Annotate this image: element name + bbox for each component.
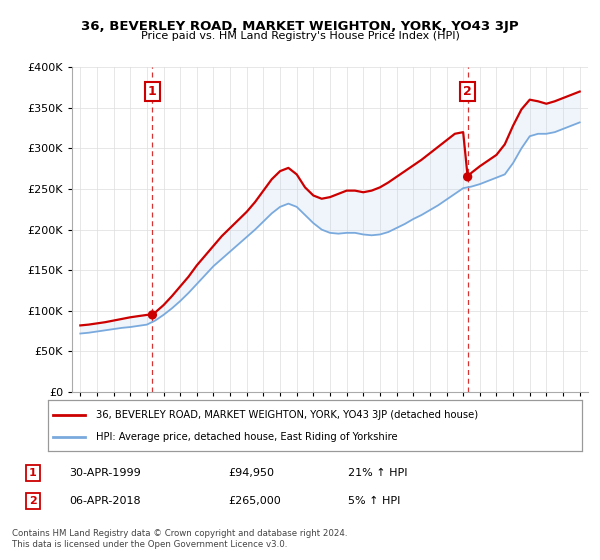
Text: 2: 2 bbox=[463, 85, 472, 98]
Text: Contains HM Land Registry data © Crown copyright and database right 2024.
This d: Contains HM Land Registry data © Crown c… bbox=[12, 529, 347, 549]
Point bbox=[148, 310, 157, 319]
Text: 1: 1 bbox=[29, 468, 37, 478]
Text: 21% ↑ HPI: 21% ↑ HPI bbox=[348, 468, 407, 478]
Text: 06-APR-2018: 06-APR-2018 bbox=[69, 496, 140, 506]
Text: 1: 1 bbox=[148, 85, 157, 98]
Text: £265,000: £265,000 bbox=[228, 496, 281, 506]
Text: HPI: Average price, detached house, East Riding of Yorkshire: HPI: Average price, detached house, East… bbox=[96, 432, 398, 442]
Text: 2: 2 bbox=[29, 496, 37, 506]
Text: Price paid vs. HM Land Registry's House Price Index (HPI): Price paid vs. HM Land Registry's House … bbox=[140, 31, 460, 41]
Point bbox=[463, 172, 472, 181]
Text: 36, BEVERLEY ROAD, MARKET WEIGHTON, YORK, YO43 3JP: 36, BEVERLEY ROAD, MARKET WEIGHTON, YORK… bbox=[81, 20, 519, 32]
Text: 30-APR-1999: 30-APR-1999 bbox=[69, 468, 141, 478]
Text: £94,950: £94,950 bbox=[228, 468, 274, 478]
Text: 5% ↑ HPI: 5% ↑ HPI bbox=[348, 496, 400, 506]
Text: 36, BEVERLEY ROAD, MARKET WEIGHTON, YORK, YO43 3JP (detached house): 36, BEVERLEY ROAD, MARKET WEIGHTON, YORK… bbox=[96, 409, 478, 419]
